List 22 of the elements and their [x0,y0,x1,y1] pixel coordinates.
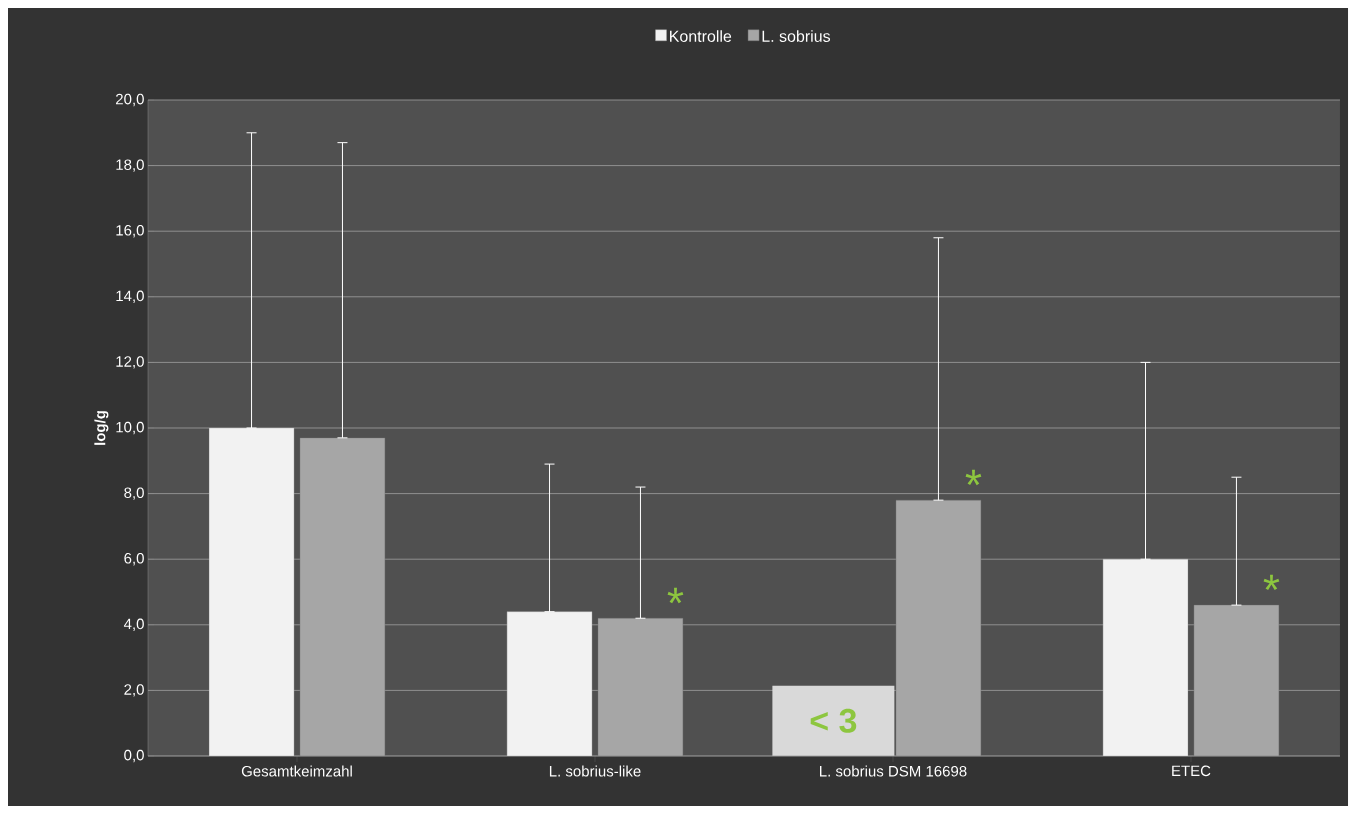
y-tick-label: 14,0 [116,290,144,303]
x-tick-label: L. sobrius DSM 16698 [820,765,967,777]
y-axis-title: log/g [94,411,109,445]
y-tick-label: 16,0 [116,224,144,238]
y-tick-label: 2,0 [124,684,144,697]
annotation: * [1263,574,1280,591]
y-tick-label: 4,0 [123,618,144,631]
y-tick-label: 18,0 [116,159,144,172]
y-tick-label: 20,0 [116,93,144,107]
y-tick-label: 8,0 [124,487,144,500]
y-tick-label: 12,0 [116,356,144,369]
x-tick-label: Gesamtkeimzahl [241,765,352,777]
y-tick-label: 10,0 [116,421,144,435]
legend-label: L. sobrius [762,30,831,42]
x-tick-label: L. sobrius-like [549,765,641,777]
annotation: * [667,587,684,604]
y-tick-label: 0,0 [124,749,144,763]
x-tick-label: ETEC [1172,765,1211,777]
annotation: < 3 [810,708,857,733]
legend-label: Kontrolle [670,30,732,42]
annotation: * [965,469,982,486]
y-tick-label: 6,0 [124,553,144,566]
